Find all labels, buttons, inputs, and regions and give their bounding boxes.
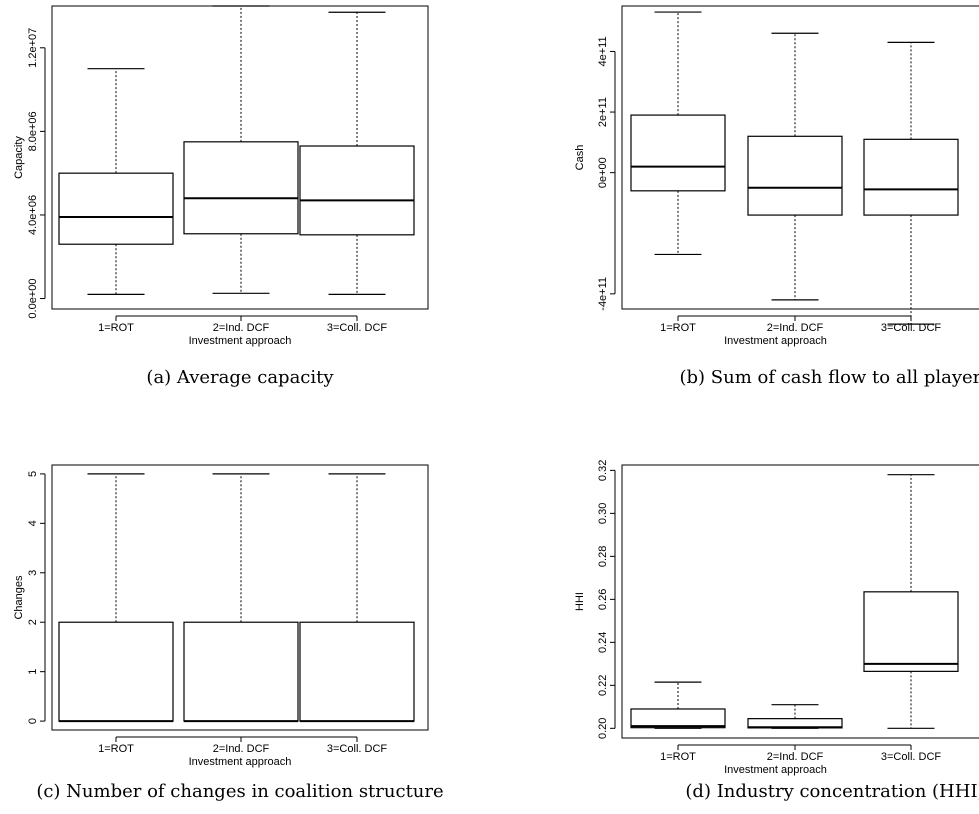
panel-caption: (a) Average capacity (146, 367, 334, 388)
plot-frame (621, 5, 979, 310)
y-tick-label: 0e+00 (597, 157, 609, 188)
y-tick-label: 0.26 (597, 589, 609, 610)
box-3 (863, 474, 959, 729)
box-1 (630, 11, 726, 256)
panel-caption: (b) Sum of cash flow to all players (680, 367, 979, 388)
box-1 (58, 68, 174, 295)
x-tick-label: 3=Coll. DCF (327, 322, 387, 334)
y-tick-label: -4e+11 (597, 277, 609, 311)
box-2 (747, 32, 843, 301)
iqr-box (299, 621, 415, 722)
y-tick-label: 0.22 (597, 675, 609, 696)
iqr-box (183, 141, 299, 235)
y-tick-label: 4e+11 (597, 36, 609, 66)
x-axis-label: Investment approach (189, 756, 292, 768)
y-tick-label: 2 (27, 619, 39, 625)
box-3 (299, 11, 415, 295)
iqr-box (630, 114, 726, 192)
plot-frame (621, 464, 979, 739)
x-tick-label: 1=ROT (660, 751, 696, 763)
y-tick-label: 8.0e+06 (27, 111, 39, 151)
iqr-box (863, 591, 959, 672)
iqr-box (863, 138, 959, 216)
y-tick-label: 0.30 (597, 503, 609, 524)
iqr-box (58, 172, 174, 245)
iqr-box (747, 135, 843, 216)
box-2 (747, 704, 843, 729)
y-axis-label: HHI (574, 592, 586, 611)
box-3 (863, 41, 959, 325)
y-tick-label: 0.32 (597, 460, 609, 481)
iqr-box (299, 145, 415, 236)
x-tick-label: 3=Coll. DCF (881, 751, 941, 763)
y-tick-label: 5 (27, 471, 39, 477)
x-axis-label: Investment approach (724, 764, 827, 776)
plot-frame (51, 464, 429, 731)
y-tick-label: 0.0e+00 (27, 279, 39, 319)
boxplot-panel-1: 0.0e+00 4.0e+06 8.0e+06 1.2e+07 Capacity 1=RO… (13, 5, 429, 388)
x-tick-label: 1=ROT (660, 322, 696, 334)
panel-caption: (d) Industry concentration (HHI) (685, 781, 979, 802)
x-tick-label: 2=Ind. DCF (213, 322, 270, 334)
x-tick-label: 3=Coll. DCF (881, 322, 941, 334)
y-tick-label: 1.2e+07 (27, 28, 39, 68)
x-tick-label: 2=Ind. DCF (767, 322, 824, 334)
boxplot-panel-3: 0 1 2 3 4 5 Changes 1=ROT 2=Ind. DCF 3=Coll. DCF I… (13, 464, 444, 802)
y-axis-label: Capacity (13, 136, 25, 179)
y-tick-label: 0.28 (597, 546, 609, 567)
y-tick-label: 1 (27, 669, 39, 675)
y-tick-label: 2e+11 (597, 97, 609, 127)
box-2 (183, 5, 299, 294)
x-tick-label: 2=Ind. DCF (767, 751, 824, 763)
iqr-box (58, 621, 174, 722)
x-tick-label: 1=ROT (98, 322, 134, 334)
x-tick-label: 1=ROT (98, 743, 134, 755)
box-3 (299, 473, 415, 723)
iqr-box (183, 621, 299, 722)
box-2 (183, 473, 299, 723)
y-tick-label: 0.20 (597, 718, 609, 739)
boxplot-panel-2: -4e+11 0e+00 2e+11 4e+11 Cash 1=ROT 2=Ind. DCF… (574, 5, 979, 388)
box-1 (58, 473, 174, 723)
y-tick-label: 0.24 (597, 632, 609, 653)
y-axis-label: Cash (574, 145, 586, 171)
x-axis-label: Investment approach (189, 335, 292, 347)
y-tick-label: 3 (27, 570, 39, 576)
panel-caption: (c) Number of changes in coalition struc… (36, 781, 443, 802)
x-tick-label: 2=Ind. DCF (213, 743, 270, 755)
iqr-box (630, 708, 726, 729)
y-tick-label: 4 (27, 520, 39, 526)
x-axis-label: Investment approach (724, 335, 827, 347)
y-tick-label: 4.0e+06 (27, 195, 39, 235)
boxplot-panel-4: 0.20 0.22 0.24 0.26 0.28 0.30 0.32 HHI 1=ROT 2=In… (574, 460, 979, 802)
x-tick-label: 3=Coll. DCF (327, 743, 387, 755)
box-1 (630, 681, 726, 729)
y-tick-label: 0 (27, 718, 39, 724)
y-axis-label: Changes (13, 575, 25, 620)
